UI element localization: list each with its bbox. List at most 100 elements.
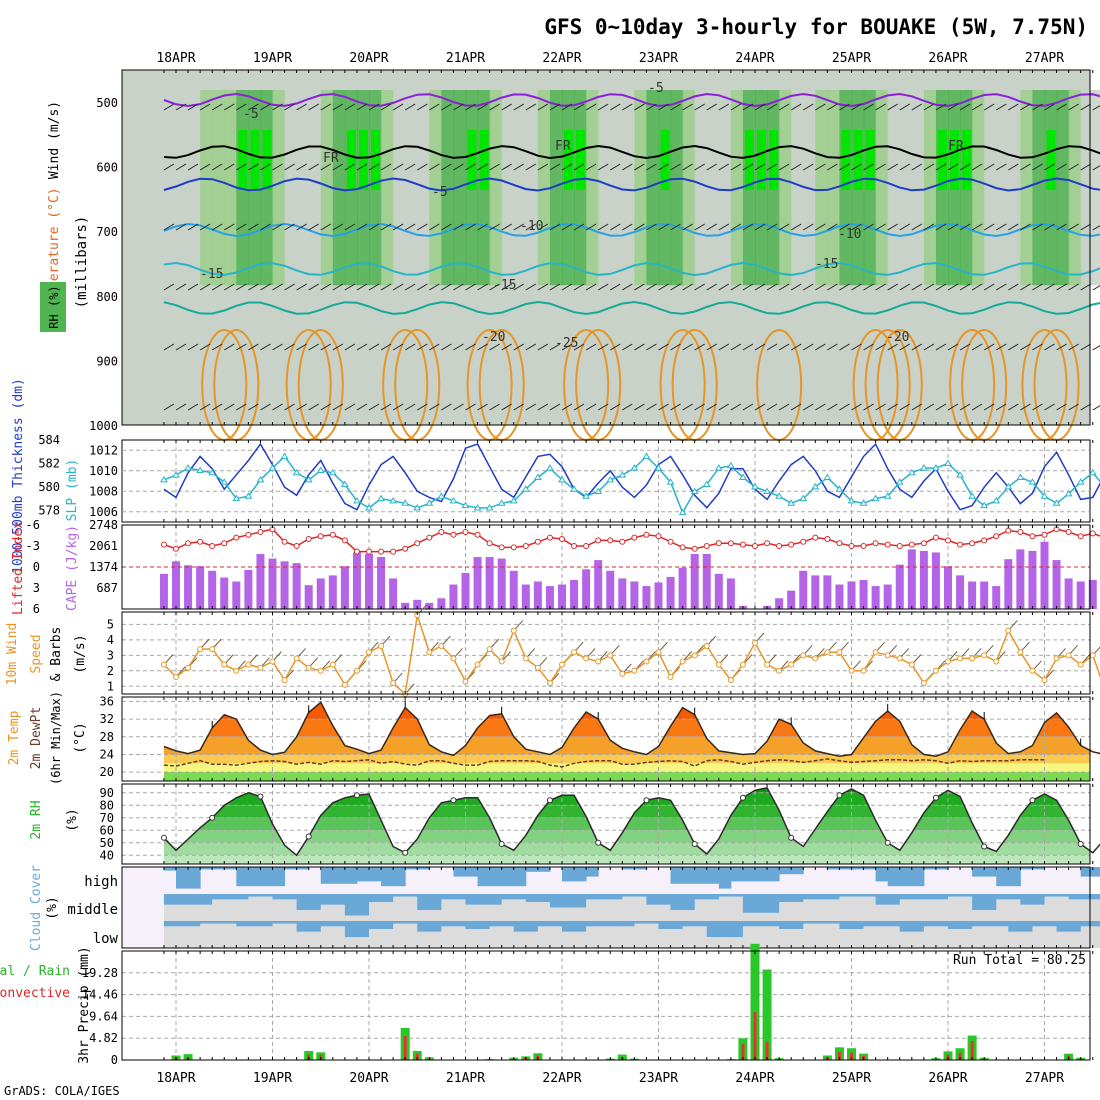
wind-barb	[272, 223, 283, 231]
cloud-cell-middle	[670, 894, 684, 911]
cloud-gap-low	[188, 926, 201, 948]
thickness-line-point	[365, 503, 373, 511]
cloud-gap-low	[429, 931, 442, 948]
panel-frame	[121, 524, 1091, 610]
wind10-speed-line-point	[546, 680, 553, 687]
wind-barb	[827, 103, 838, 111]
thickness-line-point	[316, 466, 325, 473]
rh-band	[163, 817, 1090, 831]
wind-barb	[911, 343, 923, 351]
wind-barb	[887, 223, 898, 231]
wind-barb	[754, 283, 766, 291]
wind-barb	[851, 343, 862, 351]
wind-barb	[827, 283, 838, 291]
cloud-cell-middle	[405, 894, 418, 897]
cloud-cell-middle	[911, 894, 925, 900]
cloud-cell-middle	[248, 894, 261, 897]
precip-tick-label: 4.82	[89, 1031, 118, 1045]
wind-barb	[959, 403, 971, 411]
cloud-gap-middle	[224, 899, 237, 921]
wind10-tick-label: 3	[107, 648, 114, 662]
cloud-cell-low	[453, 921, 466, 927]
wind-barb	[646, 223, 657, 231]
wind-barb	[911, 283, 923, 291]
cloud-gap-middle	[682, 910, 696, 921]
cloud-gap-middle	[200, 904, 213, 921]
cloud-gap-low	[441, 926, 454, 948]
wind-barb	[923, 283, 935, 291]
wind-barb	[1008, 103, 1019, 111]
wind10-speed-line-point	[739, 661, 746, 668]
wind10-speed-line-point	[426, 649, 433, 656]
rh-shade-cell	[200, 90, 214, 286]
cape-bar	[1052, 560, 1061, 609]
wind-barb	[1044, 343, 1055, 351]
wind-barb	[513, 163, 525, 171]
cloud-cell-high	[212, 867, 225, 870]
rh2m-point	[981, 843, 988, 850]
rh-shade-cell	[308, 90, 322, 286]
wind-barb	[320, 343, 332, 351]
cloud-cell-low	[1044, 921, 1058, 927]
wind-barb	[320, 103, 332, 111]
wind-barb	[694, 103, 705, 111]
lifted-index-line-point	[450, 531, 457, 538]
cloud-gap-low	[851, 929, 865, 948]
cloud-cell-low	[513, 921, 527, 932]
wind-barb	[308, 343, 319, 351]
wind-barb	[790, 223, 802, 231]
thickness-line-point	[268, 464, 277, 471]
cape-bar	[690, 553, 699, 609]
wind-barb	[802, 283, 814, 291]
cloud-gap-low	[682, 926, 696, 948]
cape-bar	[220, 577, 229, 609]
cloud-gap-low	[200, 923, 213, 948]
wind-barb	[851, 163, 862, 171]
wind-barb	[199, 163, 211, 171]
wind-barb	[1044, 283, 1055, 291]
cloud-gap-middle	[755, 912, 768, 921]
wind-barb	[839, 283, 850, 291]
thickness-line-point	[449, 496, 458, 504]
rh-shade-cell	[598, 90, 612, 286]
wind-barb	[1020, 223, 1031, 231]
cloud-cell-middle	[767, 894, 780, 913]
cloud-cell-high	[887, 867, 901, 887]
wind-barb	[609, 103, 621, 111]
panel-frame	[121, 439, 1091, 523]
wind-barb	[236, 343, 247, 351]
cloud-gap-middle	[851, 896, 865, 921]
wind-barb	[1056, 283, 1067, 291]
cloud-cell-low	[236, 921, 249, 927]
wind-barb	[730, 343, 742, 351]
cloud-gap-middle	[706, 899, 720, 921]
lifted-index-line-point	[245, 531, 252, 538]
wind-barb	[573, 223, 585, 231]
bottom-date-label: 18APR	[156, 1071, 195, 1086]
pressure-tick-label: 500	[96, 96, 118, 110]
wind-barb	[790, 103, 802, 111]
rh-high-cell	[576, 130, 586, 190]
wind-barb	[380, 103, 392, 111]
rh2m-point	[884, 839, 891, 846]
rh-shade-cell	[1032, 90, 1046, 286]
wind10-speed-line-point	[353, 667, 360, 674]
cape-bar	[799, 570, 808, 609]
wind10-speed-line-point	[945, 658, 951, 665]
rh-shade-cell	[405, 90, 419, 286]
wind10-speed-line-point	[607, 652, 614, 659]
wind-barb	[489, 103, 500, 111]
bottom-date-label: 24APR	[735, 1071, 774, 1086]
wind10-speed-line-point	[438, 643, 445, 650]
wind-barb	[670, 163, 681, 171]
cape-bar	[304, 585, 313, 609]
wind10-tick-label: 4	[107, 633, 114, 647]
thickness-line-point	[280, 452, 289, 459]
wind-barb	[947, 163, 959, 171]
thickness-line-point	[232, 494, 241, 502]
wind-barb	[887, 163, 898, 171]
wind-barb	[802, 403, 814, 411]
wind-barb	[489, 163, 500, 171]
cape-bar	[1076, 581, 1085, 609]
wind-barb	[296, 343, 307, 351]
